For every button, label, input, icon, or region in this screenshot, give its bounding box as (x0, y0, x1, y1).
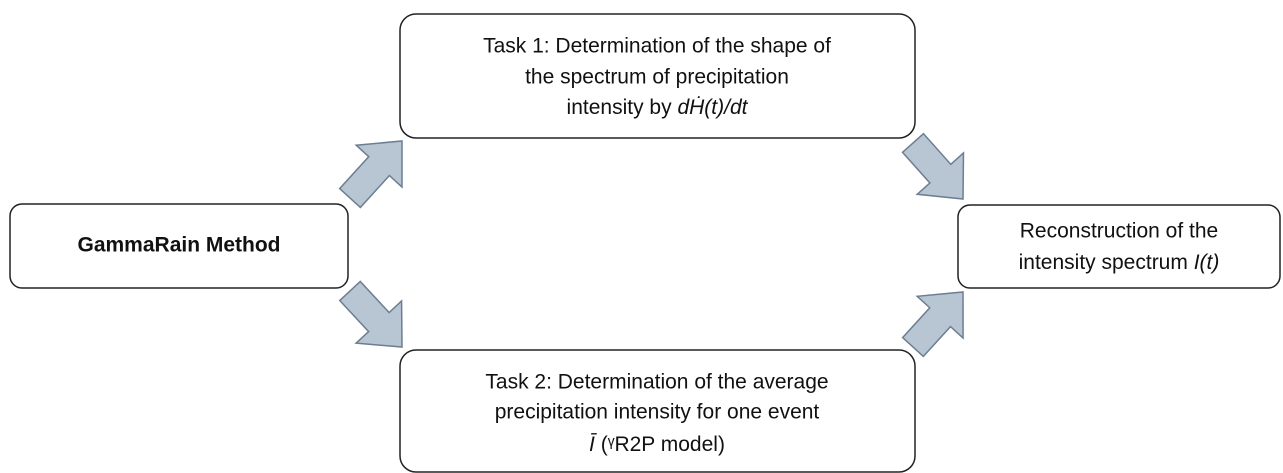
task1-math: dḢ(t)/dt (677, 96, 748, 119)
result-line: intensity spectrum I(t) (1019, 251, 1220, 274)
task2-line: precipitation intensity for one event (495, 401, 820, 424)
task1-line: the spectrum of precipitation (525, 66, 789, 89)
task2-suffix: (ᵞR2P model) (595, 433, 725, 456)
result-box (957, 204, 1281, 289)
task1-text: intensity by (567, 96, 678, 119)
result-text: intensity spectrum (1019, 251, 1194, 274)
result-line: Reconstruction of the (1020, 220, 1218, 243)
result-math: I(t) (1194, 251, 1220, 274)
start-box (9, 203, 349, 289)
arrow (338, 280, 403, 348)
task1-line: intensity by dḢ(t)/dt (567, 96, 749, 119)
arrow (901, 291, 964, 358)
task2-box (399, 349, 916, 473)
task1-line: Task 1: Determination of the shape of (483, 35, 831, 58)
start-label: GammaRain Method (77, 234, 280, 257)
task2-line: Ī (ᵞR2P model) (589, 433, 725, 456)
arrow (338, 140, 403, 209)
arrow (901, 132, 965, 200)
task2-line: Task 2: Determination of the average (485, 371, 828, 394)
arrows (338, 132, 965, 358)
task2-math: Ī (589, 433, 597, 456)
task1-box (399, 13, 916, 139)
